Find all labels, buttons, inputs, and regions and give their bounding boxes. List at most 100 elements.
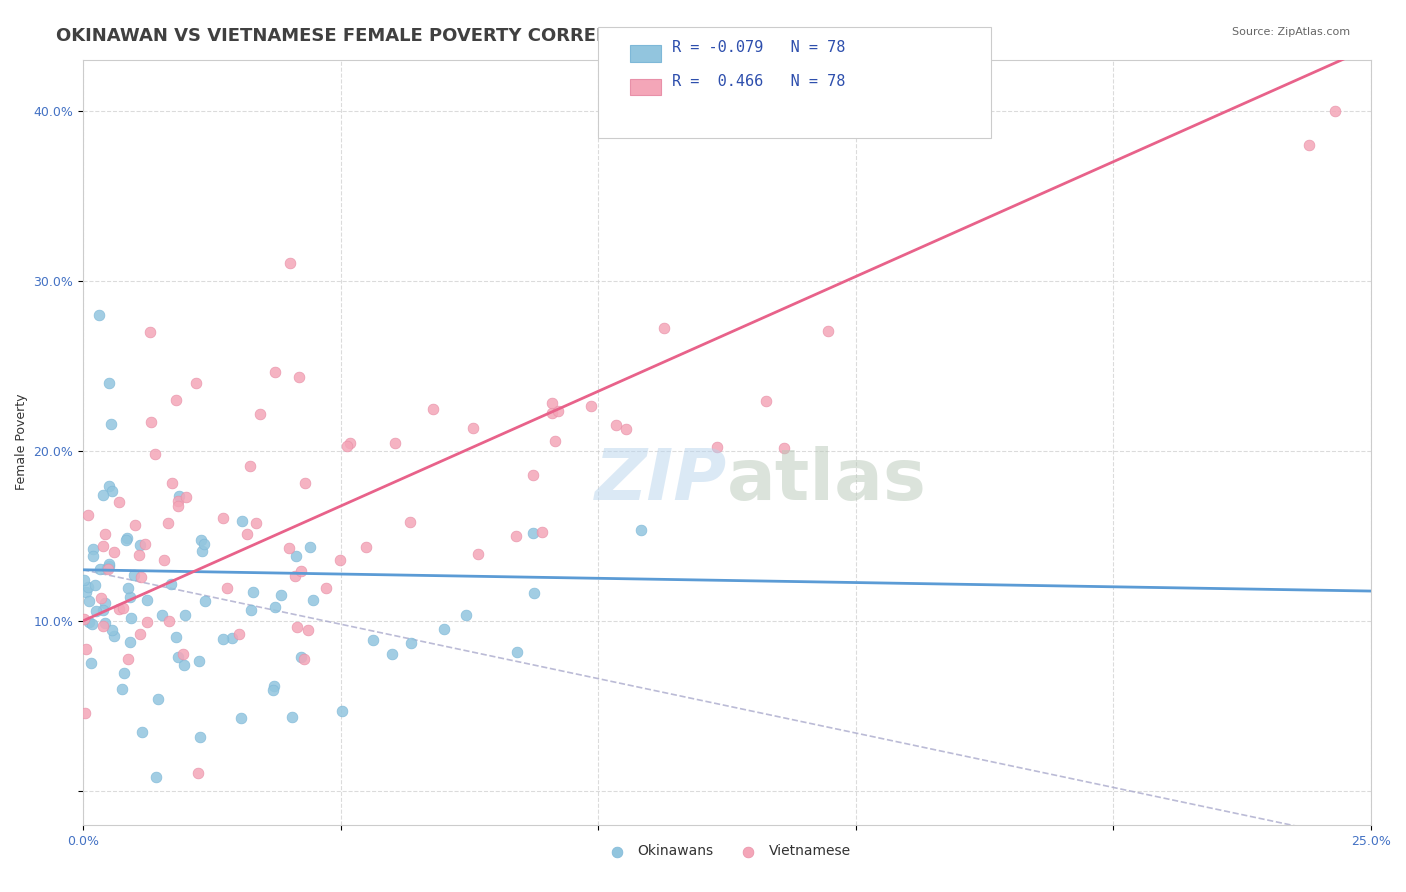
Point xyxy=(117,652,139,666)
Point xyxy=(277,541,299,556)
Point xyxy=(530,525,553,540)
Point xyxy=(139,325,162,339)
Point xyxy=(290,650,312,665)
Point xyxy=(422,402,444,417)
Point xyxy=(541,406,564,420)
Point xyxy=(506,645,529,659)
Point xyxy=(97,376,120,390)
Point xyxy=(190,730,212,744)
Point xyxy=(145,770,167,784)
Point xyxy=(270,588,292,602)
Point xyxy=(773,442,796,456)
Point xyxy=(173,658,195,673)
Point xyxy=(82,549,104,564)
Point xyxy=(114,533,136,547)
Point xyxy=(73,611,96,625)
Point xyxy=(94,615,117,630)
Point xyxy=(165,631,187,645)
Point xyxy=(245,516,267,530)
Point xyxy=(284,569,307,583)
Point xyxy=(135,592,157,607)
Point xyxy=(77,594,100,608)
Point xyxy=(77,615,100,629)
Point xyxy=(547,403,569,417)
Point xyxy=(361,632,384,647)
Point xyxy=(160,576,183,591)
Point xyxy=(329,553,352,567)
Point xyxy=(231,711,253,725)
Point xyxy=(101,483,124,498)
Point xyxy=(212,632,235,646)
Text: R =  0.466   N = 78: R = 0.466 N = 78 xyxy=(672,74,845,89)
Point xyxy=(146,691,169,706)
Point xyxy=(108,602,131,616)
Point xyxy=(706,440,728,454)
Point xyxy=(194,594,217,608)
Point xyxy=(755,394,778,409)
Point xyxy=(166,493,188,508)
Point xyxy=(80,657,103,671)
Point xyxy=(817,324,839,338)
Point xyxy=(290,564,312,578)
Point xyxy=(231,514,253,528)
Point xyxy=(98,559,121,574)
Text: Source: ZipAtlas.com: Source: ZipAtlas.com xyxy=(1232,27,1350,37)
Point xyxy=(278,256,301,270)
Point xyxy=(128,549,150,563)
Point xyxy=(1324,103,1347,118)
Point xyxy=(228,627,250,641)
Point xyxy=(193,537,215,551)
Point xyxy=(522,467,544,482)
Point xyxy=(100,623,122,637)
Point xyxy=(1298,137,1320,152)
Point xyxy=(242,585,264,599)
Point xyxy=(89,562,111,576)
Point xyxy=(117,581,139,595)
Point xyxy=(134,537,156,551)
Point xyxy=(281,709,304,723)
Point xyxy=(174,607,197,622)
Point xyxy=(165,392,187,407)
Point xyxy=(315,581,337,595)
Point xyxy=(249,407,271,421)
Point xyxy=(190,544,212,558)
Point xyxy=(143,447,166,461)
Point xyxy=(262,683,284,698)
Point xyxy=(120,611,142,625)
Point xyxy=(153,552,176,566)
Text: R = -0.079   N = 78: R = -0.079 N = 78 xyxy=(672,40,845,55)
Point xyxy=(239,458,262,473)
Point xyxy=(91,603,114,617)
Point xyxy=(86,604,108,618)
Point xyxy=(579,399,602,413)
Point xyxy=(167,489,190,503)
Point xyxy=(93,619,115,633)
Legend: Okinawans, Vietnamese: Okinawans, Vietnamese xyxy=(598,838,856,863)
Point xyxy=(80,617,103,632)
Point xyxy=(77,508,100,522)
Point xyxy=(299,540,322,554)
Point xyxy=(654,321,676,335)
Point xyxy=(75,641,97,656)
Point xyxy=(112,666,135,681)
Point xyxy=(630,523,652,537)
Point xyxy=(330,704,353,718)
Point xyxy=(117,531,139,545)
Point xyxy=(157,615,180,629)
Point xyxy=(187,766,209,780)
Point xyxy=(294,475,316,490)
Point xyxy=(302,593,325,607)
Point xyxy=(91,487,114,501)
Point xyxy=(124,518,146,533)
Point xyxy=(87,308,110,322)
Point xyxy=(73,706,96,721)
Point xyxy=(96,561,118,575)
Point xyxy=(605,417,627,432)
Point xyxy=(297,623,319,637)
Text: atlas: atlas xyxy=(727,446,927,515)
Point xyxy=(172,648,194,662)
Point xyxy=(217,582,239,596)
Point xyxy=(167,499,190,513)
Point xyxy=(84,577,107,591)
Point xyxy=(456,608,478,623)
